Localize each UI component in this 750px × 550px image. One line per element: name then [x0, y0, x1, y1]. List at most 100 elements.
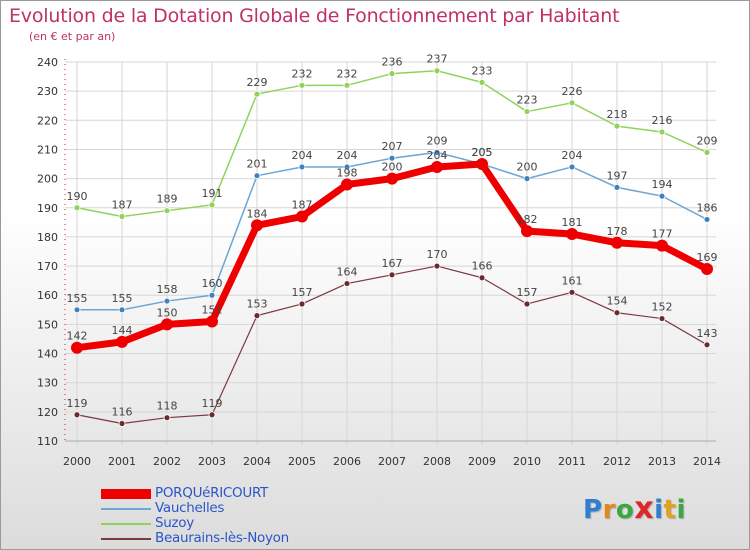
y-tick-label: 120 — [37, 406, 58, 419]
data-point — [386, 172, 398, 185]
logo-letter: t — [663, 495, 677, 525]
data-label: 200 — [517, 161, 538, 174]
data-label: 216 — [652, 114, 673, 127]
data-point — [298, 81, 306, 89]
data-label: 229 — [247, 76, 268, 89]
data-label: 218 — [607, 108, 628, 121]
data-point — [208, 201, 216, 209]
data-point — [568, 288, 576, 296]
data-label: 182 — [517, 213, 538, 226]
data-label: 232 — [337, 67, 358, 80]
data-label: 204 — [292, 149, 313, 162]
data-point — [208, 291, 216, 299]
data-label: 186 — [697, 201, 718, 214]
data-label: 223 — [517, 94, 538, 107]
data-label: 187 — [292, 199, 313, 212]
x-tick-label: 2001 — [108, 455, 136, 468]
data-label: 155 — [67, 292, 88, 305]
data-point — [703, 216, 711, 223]
data-point — [656, 239, 668, 252]
data-label: 154 — [607, 295, 628, 308]
data-label: 189 — [157, 193, 178, 206]
data-label: 164 — [337, 266, 358, 279]
data-point — [253, 312, 261, 320]
data-point — [566, 228, 578, 241]
data-point — [73, 306, 81, 314]
data-label: 166 — [472, 260, 493, 273]
data-label: 184 — [247, 207, 268, 220]
data-point — [568, 163, 576, 171]
logo-letter: i — [654, 495, 664, 525]
data-label: 142 — [67, 330, 88, 343]
data-label: 209 — [427, 134, 448, 147]
legend-label: Vauchelles — [155, 500, 225, 516]
legend-label: PORQUéRICOURT — [155, 485, 268, 501]
x-tick-label: 2007 — [378, 455, 406, 468]
data-point — [118, 306, 126, 314]
data-point — [476, 158, 488, 171]
data-label: 207 — [382, 140, 403, 153]
y-tick-label: 210 — [37, 143, 58, 156]
data-point — [118, 213, 126, 220]
logo-letter: i — [676, 495, 686, 525]
data-point — [703, 341, 711, 349]
data-label: 169 — [697, 251, 718, 264]
data-label: 209 — [697, 134, 718, 147]
x-tick-label: 2008 — [423, 455, 451, 468]
data-label: 201 — [247, 158, 268, 171]
x-tick-label: 2002 — [153, 455, 181, 468]
data-point — [253, 90, 261, 98]
data-point — [163, 414, 171, 422]
logo-letter: x — [634, 491, 655, 526]
legend-item: Suzoy — [101, 516, 289, 531]
data-point — [658, 192, 666, 200]
chart-title: Evolution de la Dotation Globale de Fonc… — [9, 5, 620, 27]
x-tick-label: 2014 — [693, 455, 721, 468]
legend-item: Beaurains-lès-Noyon — [101, 531, 289, 546]
logo-letter: r — [602, 495, 616, 525]
x-tick-label: 2012 — [603, 455, 631, 468]
data-point — [388, 70, 396, 78]
legend-swatch — [101, 507, 151, 510]
data-point — [613, 309, 621, 317]
data-point — [163, 297, 171, 305]
data-point — [568, 99, 576, 107]
legend-swatch — [101, 488, 151, 499]
data-label: 161 — [562, 274, 583, 287]
data-point — [341, 178, 353, 191]
x-tick-label: 2010 — [513, 455, 541, 468]
series-beaurains-l-s-noyon — [73, 262, 711, 427]
data-label: 170 — [427, 248, 448, 261]
data-label: 233 — [472, 64, 493, 77]
data-label: 157 — [292, 286, 313, 299]
data-label: 204 — [337, 149, 358, 162]
data-point — [611, 236, 623, 249]
data-label: 143 — [697, 327, 718, 340]
data-point — [161, 318, 173, 331]
legend-item: Vauchelles — [101, 501, 289, 516]
y-tick-label: 110 — [37, 435, 58, 448]
data-point — [118, 420, 126, 427]
data-label: 187 — [112, 199, 133, 212]
y-tick-label: 200 — [37, 173, 58, 186]
x-tick-label: 2013 — [648, 455, 676, 468]
data-point — [523, 300, 531, 308]
data-label: 118 — [157, 400, 178, 413]
data-point — [431, 160, 443, 173]
data-label: 160 — [202, 277, 223, 290]
data-label: 226 — [562, 85, 583, 98]
data-label: 167 — [382, 257, 403, 270]
x-tick-label: 2005 — [288, 455, 316, 468]
y-tick-label: 150 — [37, 318, 58, 331]
data-label: 190 — [67, 190, 88, 203]
data-label: 204 — [562, 149, 583, 162]
data-point — [523, 175, 531, 183]
data-label: 151 — [202, 303, 223, 316]
data-label: 116 — [112, 406, 133, 419]
data-point — [253, 172, 261, 180]
data-label: 200 — [382, 161, 403, 174]
data-point — [523, 108, 531, 115]
y-tick-label: 180 — [37, 231, 58, 244]
series-porqu-ricourt — [71, 158, 713, 354]
x-tick-label: 2003 — [198, 455, 226, 468]
